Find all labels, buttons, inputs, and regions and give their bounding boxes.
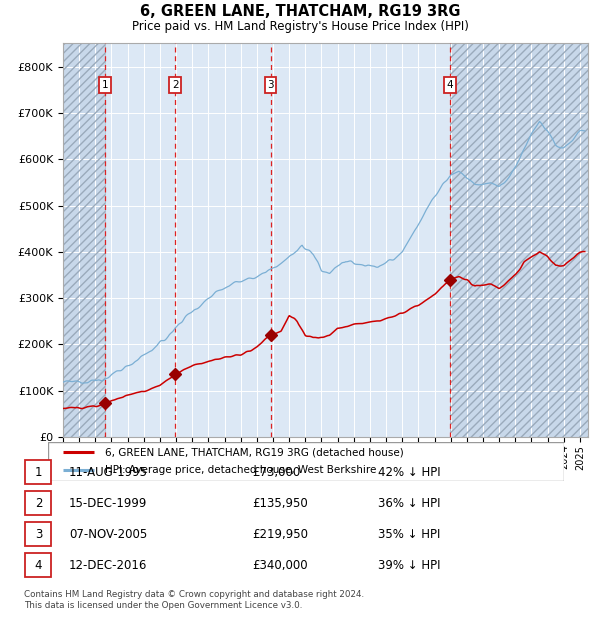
Text: 3: 3 <box>267 80 274 90</box>
Text: £73,000: £73,000 <box>252 466 300 479</box>
Text: 35% ↓ HPI: 35% ↓ HPI <box>378 528 440 541</box>
Bar <box>25 554 52 577</box>
Text: 2: 2 <box>35 497 42 510</box>
Text: £135,950: £135,950 <box>252 497 308 510</box>
Text: 4: 4 <box>447 80 454 90</box>
Text: 39% ↓ HPI: 39% ↓ HPI <box>378 559 440 572</box>
Bar <box>450 43 588 437</box>
Bar <box>450 43 588 437</box>
Text: £219,950: £219,950 <box>252 528 308 541</box>
Bar <box>25 461 52 484</box>
Bar <box>63 43 105 437</box>
Text: 6, GREEN LANE, THATCHAM, RG19 3RG: 6, GREEN LANE, THATCHAM, RG19 3RG <box>140 4 460 19</box>
Text: 15-DEC-1999: 15-DEC-1999 <box>69 497 148 510</box>
Bar <box>25 492 52 515</box>
Text: £340,000: £340,000 <box>252 559 308 572</box>
Bar <box>63 43 105 437</box>
Text: 1: 1 <box>102 80 109 90</box>
Text: 07-NOV-2005: 07-NOV-2005 <box>69 528 147 541</box>
Text: HPI: Average price, detached house, West Berkshire: HPI: Average price, detached house, West… <box>105 465 376 475</box>
Text: 6, GREEN LANE, THATCHAM, RG19 3RG (detached house): 6, GREEN LANE, THATCHAM, RG19 3RG (detac… <box>105 448 404 458</box>
Text: Contains HM Land Registry data © Crown copyright and database right 2024.: Contains HM Land Registry data © Crown c… <box>24 590 364 600</box>
Text: This data is licensed under the Open Government Licence v3.0.: This data is licensed under the Open Gov… <box>24 601 302 611</box>
Text: 36% ↓ HPI: 36% ↓ HPI <box>378 497 440 510</box>
Text: 42% ↓ HPI: 42% ↓ HPI <box>378 466 440 479</box>
Text: 2: 2 <box>172 80 179 90</box>
Bar <box>25 523 52 546</box>
Text: 12-DEC-2016: 12-DEC-2016 <box>69 559 148 572</box>
Text: 4: 4 <box>35 559 42 572</box>
Text: 3: 3 <box>35 528 42 541</box>
Text: 1: 1 <box>35 466 42 479</box>
Text: 11-AUG-1995: 11-AUG-1995 <box>69 466 148 479</box>
Text: Price paid vs. HM Land Registry's House Price Index (HPI): Price paid vs. HM Land Registry's House … <box>131 20 469 33</box>
